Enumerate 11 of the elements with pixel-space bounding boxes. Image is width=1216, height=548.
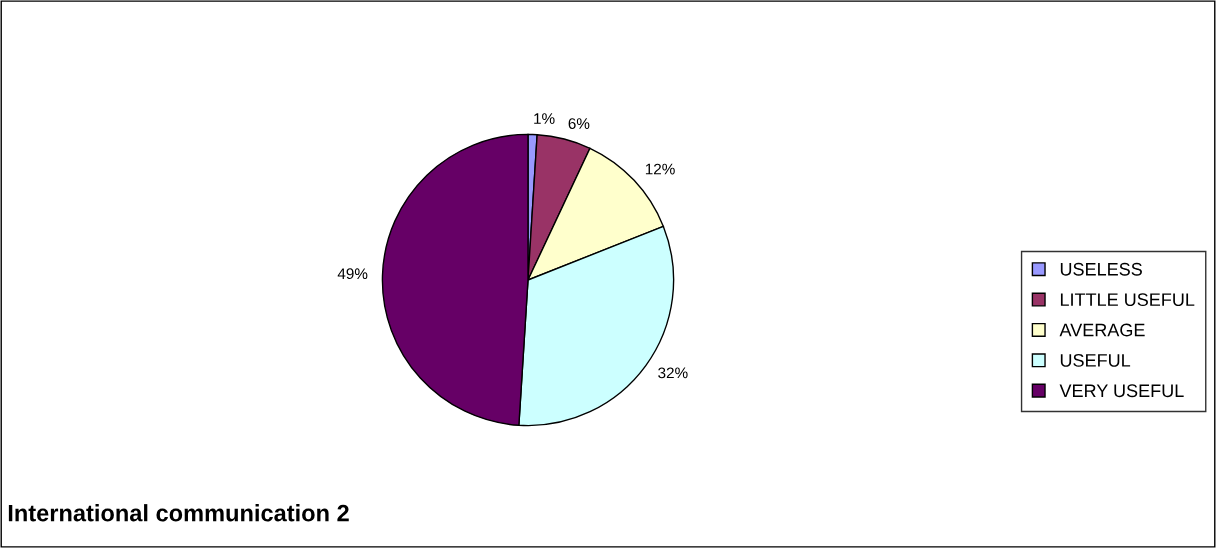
data-label: 32%	[658, 367, 688, 379]
legend-label: LITTLE USEFUL	[1060, 293, 1195, 307]
text: International communication 2	[8, 504, 349, 522]
legend-label: USELESS	[1060, 262, 1142, 276]
data-label: 12%	[645, 163, 675, 175]
legend-label: AVERAGE	[1059, 323, 1145, 337]
data-label: 1%	[534, 113, 555, 124]
legend-label: USEFUL	[1060, 353, 1131, 367]
legend-label: VERY USEFUL	[1059, 384, 1184, 398]
data-label: 49%	[337, 268, 368, 280]
data-label: 6%	[568, 118, 590, 129]
